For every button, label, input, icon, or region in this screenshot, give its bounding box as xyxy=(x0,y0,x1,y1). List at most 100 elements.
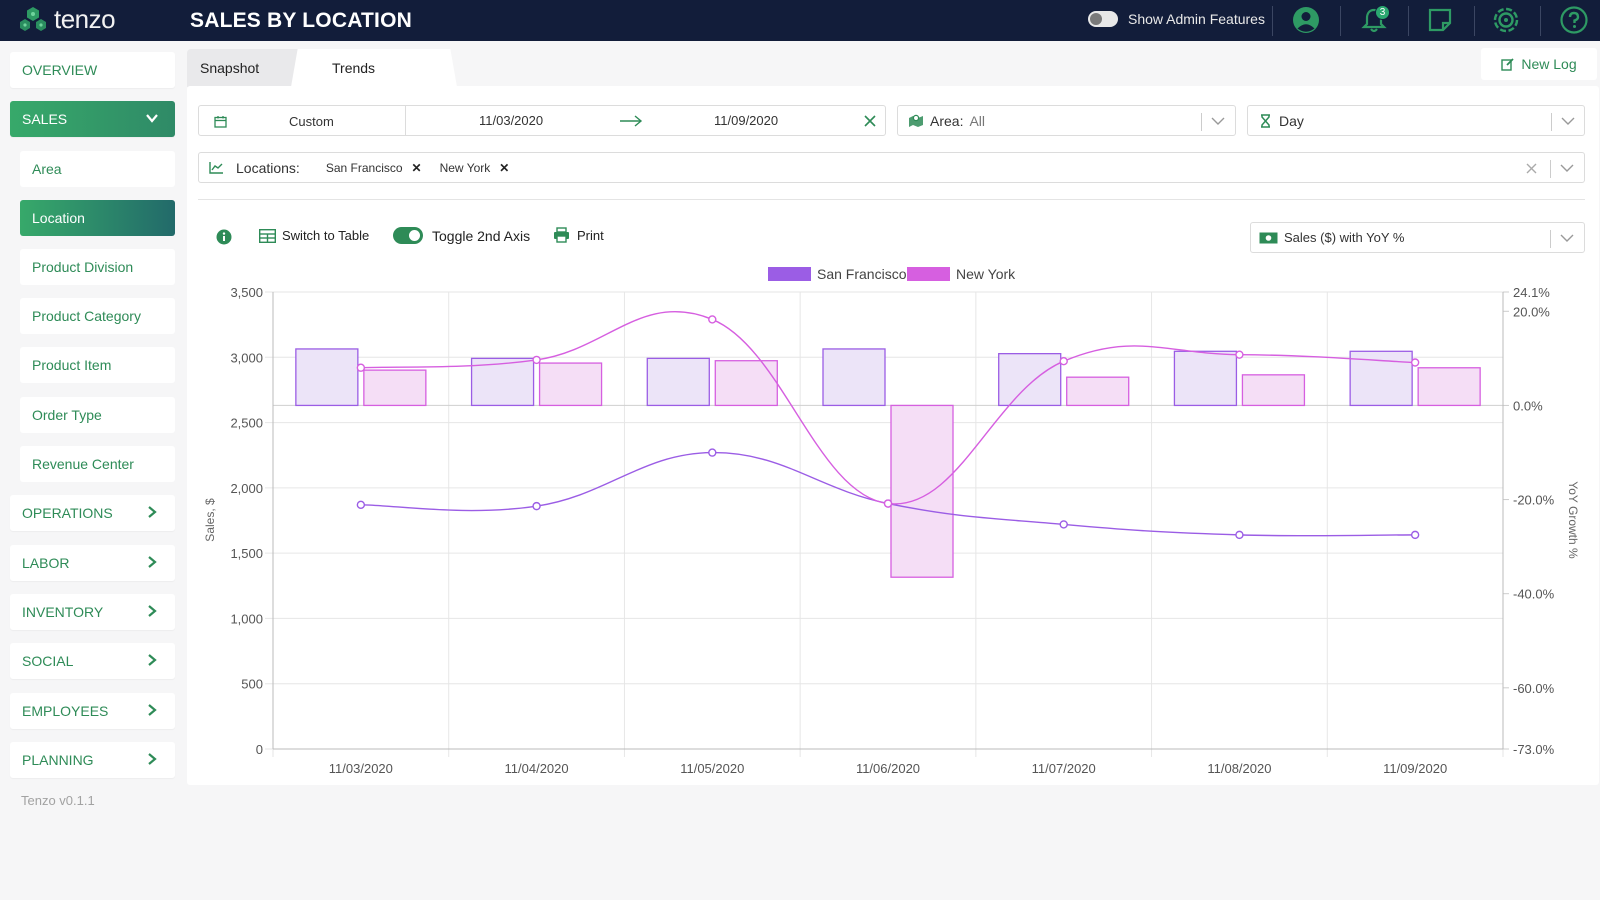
dropdown-divider xyxy=(1201,113,1202,131)
money-icon xyxy=(1259,232,1278,243)
sidebar-section-label: EMPLOYEES xyxy=(22,703,109,719)
chart-line-icon xyxy=(209,162,223,174)
page-title: SALES BY LOCATION xyxy=(190,9,412,32)
tab-snapshot[interactable]: Snapshot xyxy=(187,49,299,87)
sidebar-social[interactable]: SOCIAL xyxy=(10,643,175,679)
granularity-select[interactable]: Day xyxy=(1247,105,1585,136)
sidebar-item-revenue-center[interactable]: Revenue Center xyxy=(20,446,175,482)
chevron-right-icon xyxy=(148,506,157,518)
location-tag-label: New York xyxy=(439,160,491,175)
sidebar-section-label: SOCIAL xyxy=(22,653,74,669)
calendar-icon xyxy=(214,116,227,128)
location-tag[interactable]: New York ✕ xyxy=(440,161,510,175)
map-pin-icon xyxy=(909,114,923,127)
brand-name: tenzo xyxy=(54,4,116,34)
notification-badge: 3 xyxy=(1375,5,1390,20)
metric-value: Sales ($) with YoY % xyxy=(1284,230,1405,245)
clear-all-icon[interactable] xyxy=(1526,163,1537,174)
bell-icon[interactable]: 3 xyxy=(1358,4,1390,36)
header-divider xyxy=(1408,6,1409,36)
info-button[interactable] xyxy=(216,229,232,245)
chevron-down-icon xyxy=(1560,164,1574,172)
range-type[interactable]: Custom xyxy=(289,114,334,129)
chevron-right-icon xyxy=(148,605,157,617)
date-range-picker[interactable]: Custom 11/03/2020 11/09/2020 xyxy=(198,105,886,136)
remove-tag-icon[interactable]: ✕ xyxy=(499,160,510,175)
chevron-right-icon xyxy=(148,556,157,568)
new-log-button[interactable]: New Log xyxy=(1481,48,1597,80)
sidebar-employees[interactable]: EMPLOYEES xyxy=(10,693,175,729)
table-icon xyxy=(259,228,276,243)
note-icon[interactable] xyxy=(1424,4,1456,36)
header-divider xyxy=(1474,6,1475,36)
user-icon[interactable] xyxy=(1290,4,1322,36)
area-label: Area: xyxy=(930,112,964,129)
edit-icon xyxy=(1501,58,1514,71)
metric-select[interactable]: Sales ($) with YoY % xyxy=(1250,222,1585,253)
app-version: Tenzo v0.1.1 xyxy=(21,793,95,808)
area-select[interactable]: Area: All xyxy=(897,105,1236,136)
new-log-label: New Log xyxy=(1521,56,1577,72)
sidebar-operations[interactable]: OPERATIONS xyxy=(10,495,175,531)
chevron-right-icon xyxy=(148,704,157,716)
help-icon[interactable] xyxy=(1558,4,1590,36)
clear-icon[interactable] xyxy=(864,115,876,127)
sidebar-sales[interactable]: SALES xyxy=(10,101,175,137)
chevron-right-icon xyxy=(148,654,157,666)
sidebar-labor[interactable]: LABOR xyxy=(10,545,175,581)
print-label: Print xyxy=(577,227,604,243)
print-button[interactable]: Print xyxy=(553,227,604,243)
sidebar-sales-label: SALES xyxy=(22,111,68,127)
sidebar-item-product-category[interactable]: Product Category xyxy=(20,298,175,334)
switch-to-table-label: Switch to Table xyxy=(282,228,370,243)
sidebar-planning[interactable]: PLANNING xyxy=(10,742,175,778)
sidebar-overview[interactable]: OVERVIEW xyxy=(10,52,175,88)
header-divider xyxy=(1540,6,1541,36)
axis-toggle-switch[interactable] xyxy=(393,227,423,244)
switch-to-table-button[interactable]: Switch to Table xyxy=(259,228,369,243)
sidebar-inventory[interactable]: INVENTORY xyxy=(10,594,175,630)
admin-label: Show Admin Features xyxy=(1128,11,1265,27)
granularity-value: Day xyxy=(1279,112,1304,129)
sidebar-item-order-type[interactable]: Order Type xyxy=(20,397,175,433)
printer-icon xyxy=(554,227,569,243)
sidebar-item-product-item[interactable]: Product Item xyxy=(20,347,175,383)
location-tag[interactable]: San Francisco ✕ xyxy=(326,161,422,175)
chevron-down-icon xyxy=(1211,117,1225,125)
sidebar-section-label: PLANNING xyxy=(22,752,94,768)
logo[interactable]: tenzo xyxy=(18,4,116,35)
end-date[interactable]: 11/09/2020 xyxy=(714,113,779,128)
locations-select[interactable]: Locations: San Francisco ✕ New York ✕ xyxy=(198,152,1585,183)
chevron-down-icon xyxy=(146,114,158,123)
sidebar-section-label: INVENTORY xyxy=(22,604,104,620)
start-date[interactable]: 11/03/2020 xyxy=(479,113,544,128)
sidebar-item-area[interactable]: Area xyxy=(20,151,175,187)
locations-label: Locations: xyxy=(236,159,300,176)
admin-features-toggle[interactable]: Show Admin Features xyxy=(1088,11,1265,27)
header-divider xyxy=(1340,6,1341,36)
admin-switch[interactable] xyxy=(1088,11,1118,27)
range-divider xyxy=(405,106,406,135)
location-tag-label: San Francisco xyxy=(325,160,403,175)
tenzo-logo-icon xyxy=(20,6,46,31)
info-icon xyxy=(216,229,232,245)
main-panel xyxy=(187,86,1599,785)
area-value: All xyxy=(969,112,986,129)
chevron-down-icon xyxy=(1560,234,1574,242)
sidebar-item-location[interactable]: Location xyxy=(20,200,175,236)
arrow-right-icon xyxy=(620,115,643,127)
toggle-2nd-axis-label: Toggle 2nd Axis xyxy=(432,227,531,244)
hourglass-icon xyxy=(1261,113,1270,128)
sidebar-section-label: OPERATIONS xyxy=(22,505,113,521)
sidebar-item-product-division[interactable]: Product Division xyxy=(20,249,175,285)
dropdown-divider xyxy=(1550,230,1551,248)
settings-icon[interactable] xyxy=(1490,4,1522,36)
toggle-2nd-axis[interactable]: Toggle 2nd Axis xyxy=(393,227,530,244)
chevron-right-icon xyxy=(148,753,157,765)
tab-trends[interactable]: Trends xyxy=(291,49,457,87)
section-divider xyxy=(198,199,1585,200)
dropdown-divider xyxy=(1551,113,1552,131)
remove-tag-icon[interactable]: ✕ xyxy=(411,160,422,175)
header-divider xyxy=(1272,6,1273,36)
chevron-down-icon xyxy=(1561,117,1575,125)
